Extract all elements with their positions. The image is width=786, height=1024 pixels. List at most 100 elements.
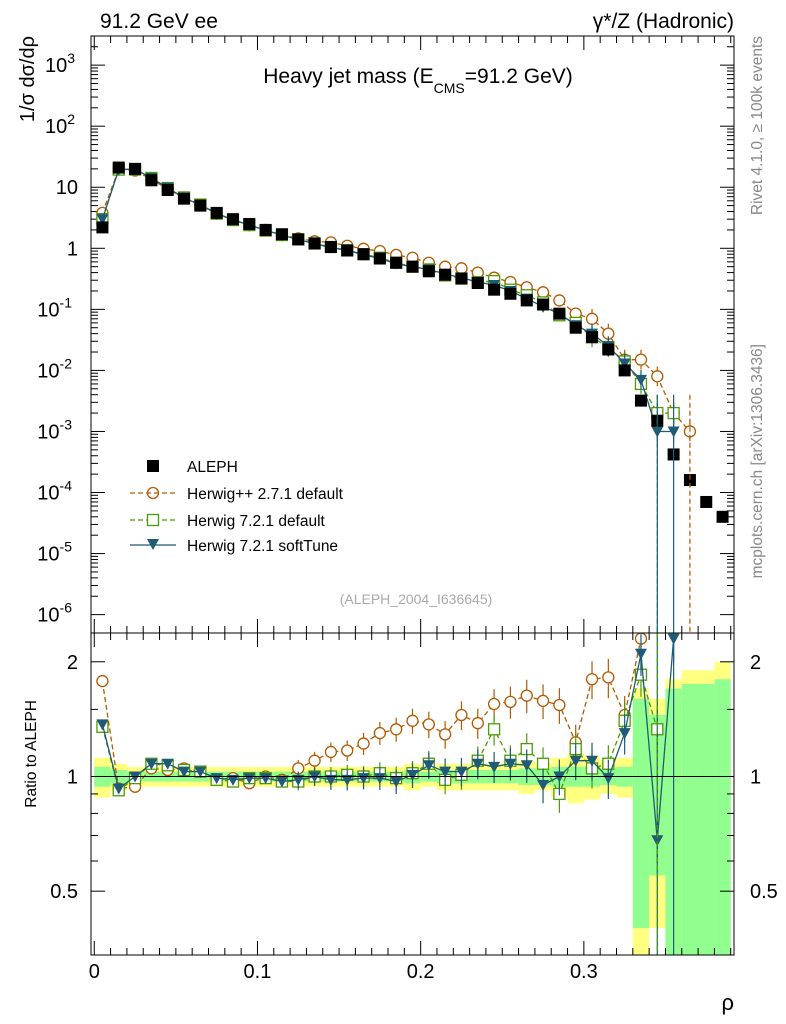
ytick-label: 1	[67, 238, 78, 260]
data-point	[422, 265, 435, 278]
legend-marker-herwigpp	[146, 486, 160, 500]
data-point	[455, 262, 468, 275]
data-point	[536, 286, 550, 299]
legend-label-herwigpp: Herwig++ 2.7.1 default	[187, 486, 344, 503]
ytick-label: 10-2	[37, 355, 72, 382]
data-point	[471, 277, 484, 290]
ytick-label: 10-1	[37, 294, 72, 321]
data-point	[96, 214, 109, 226]
xtick-label: 0	[89, 961, 100, 983]
data-point	[504, 758, 517, 770]
ytick-base: 10	[37, 421, 59, 443]
data-point	[161, 758, 174, 770]
data-point	[586, 331, 599, 344]
ratio-ytick-label-right: 0.5	[750, 881, 778, 903]
data-point	[520, 689, 533, 702]
legend-marker-herwig7-default	[146, 513, 160, 527]
data-point	[357, 773, 370, 785]
data-point	[618, 728, 631, 740]
ratio-ytick-label: 2	[67, 652, 78, 674]
data-point	[112, 161, 125, 174]
data-point	[585, 673, 599, 686]
ytick-base: 10	[37, 483, 59, 505]
data-point	[634, 374, 647, 386]
series-line	[101, 168, 691, 432]
data-point	[439, 268, 452, 281]
ytick-label: 10-6	[37, 600, 72, 627]
ytick-label: 10-5	[37, 539, 72, 566]
data-point	[210, 206, 223, 219]
data-point	[700, 495, 713, 508]
data-point	[275, 228, 288, 241]
data-point	[488, 761, 501, 773]
xtick-label: 0.1	[244, 961, 272, 983]
ytick-exponent: -3	[60, 416, 73, 432]
legend-label-herwig7-softtune: Herwig 7.2.1 softTune	[187, 538, 338, 555]
data-point	[129, 162, 142, 175]
data-point	[455, 272, 468, 285]
ratio-series-line	[101, 638, 642, 790]
data-point	[488, 283, 501, 296]
ytick-base: 10	[45, 55, 67, 77]
data-point	[275, 776, 288, 788]
data-point	[683, 474, 696, 487]
data-point	[553, 307, 566, 320]
data-point	[602, 773, 615, 785]
data-point	[324, 774, 337, 786]
data-point	[586, 755, 599, 767]
data-point	[96, 674, 109, 688]
series-line	[101, 168, 674, 433]
data-point	[373, 773, 386, 785]
ratio-ytick-label-right: 1	[750, 766, 761, 788]
ytick-exponent: -1	[60, 294, 73, 310]
data-point	[455, 766, 468, 778]
ratio-uncertainty-bands	[94, 661, 731, 955]
data-point	[569, 755, 582, 767]
data-point	[537, 298, 550, 311]
data-point	[439, 766, 452, 778]
data-point	[357, 248, 370, 261]
data-point	[455, 708, 468, 722]
data-point	[422, 718, 435, 731]
data-point	[651, 370, 664, 383]
data-point	[504, 695, 517, 708]
ratio-ylabel: Ratio to ALEPH	[23, 700, 40, 808]
data-point	[243, 773, 256, 785]
data-point	[406, 260, 419, 273]
data-point	[96, 221, 109, 234]
data-point	[536, 694, 550, 707]
ytick-base: 10	[37, 360, 59, 382]
data-point	[145, 758, 158, 770]
data-point	[194, 766, 207, 778]
ytick-base: 10	[37, 605, 59, 627]
data-point	[618, 358, 631, 370]
ytick-label: 102	[45, 111, 75, 138]
ytick-base: 10	[37, 299, 59, 321]
ytick-base: 10	[45, 116, 67, 138]
ytick-label: 10	[56, 177, 78, 199]
ratio-ytick-label-right: 2	[750, 652, 761, 674]
data-point	[178, 766, 191, 778]
ytick-exponent: 2	[67, 111, 75, 127]
legend-marker-herwig7-softtune	[147, 539, 159, 550]
legend-marker-aleph	[147, 460, 159, 472]
data-point	[406, 714, 419, 727]
ytick-label: 10-4	[37, 478, 72, 505]
data-point	[716, 510, 729, 523]
data-point	[324, 241, 337, 254]
data-point	[487, 723, 501, 736]
data-point	[145, 174, 158, 187]
main-ylabel: 1/σ dσ/dρ	[17, 36, 39, 122]
side-label-mcplots: mcplots.cern.ch [arXiv:1306.3436]	[749, 344, 766, 578]
data-point	[390, 723, 403, 736]
header-right: γ*/Z (Hadronic)	[593, 10, 734, 33]
ytick-exponent: -6	[60, 600, 73, 616]
data-point	[390, 776, 403, 788]
data-point	[178, 192, 191, 205]
green-band-bin	[681, 683, 699, 955]
data-point	[226, 213, 239, 226]
data-point	[390, 256, 403, 269]
ratio-frame	[90, 632, 735, 956]
data-point	[406, 769, 419, 781]
xtick-label: 0.2	[407, 961, 435, 983]
